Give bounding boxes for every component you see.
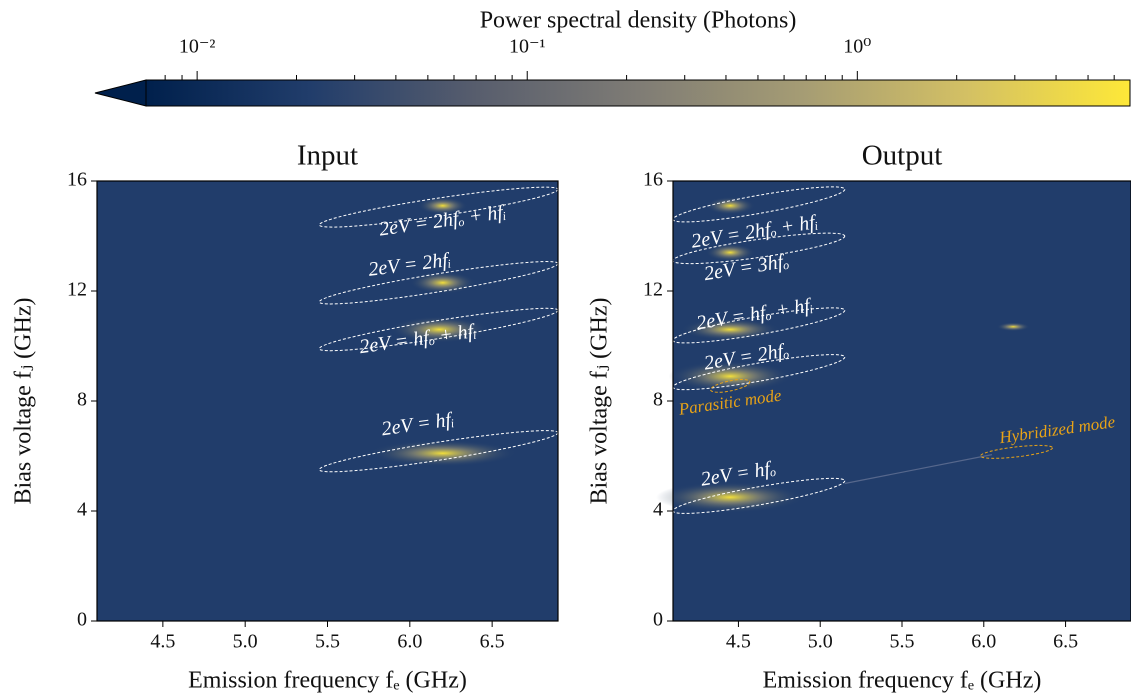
y-tick-label: 4 — [653, 499, 663, 521]
y-tick-label: 8 — [653, 389, 663, 411]
annotation-ellipse — [710, 378, 751, 393]
panel-title: Output — [862, 140, 943, 172]
hybrid-line — [844, 454, 993, 485]
x-tick-label: 6.0 — [971, 631, 996, 653]
x-tick-label: 6.5 — [480, 631, 505, 653]
hot-spot — [705, 243, 755, 262]
y-tick-label: 4 — [77, 499, 87, 521]
hot-spot — [409, 271, 476, 294]
x-tick-label: 5.0 — [808, 631, 833, 653]
hot-spot — [368, 440, 517, 467]
colorbar — [145, 79, 1131, 107]
y-axis-label: Bias voltage fⱼ (GHz) — [587, 298, 613, 505]
hot-spot — [390, 316, 489, 343]
x-tick-label: 5.0 — [233, 631, 258, 653]
y-tick-label: 12 — [643, 279, 663, 301]
x-tick-label: 4.5 — [150, 631, 175, 653]
y-tick-label: 16 — [67, 169, 87, 191]
x-tick-label: 6.0 — [397, 631, 422, 653]
y-tick-label: 0 — [77, 609, 87, 631]
colorbar-tick-label: 10⁻² — [179, 36, 216, 58]
x-tick-label: 5.5 — [890, 631, 915, 653]
heatmap — [97, 181, 558, 621]
hot-spot — [996, 322, 1030, 332]
colorbar-extend — [94, 79, 147, 107]
x-tick-label: 5.5 — [315, 631, 340, 653]
hot-spot — [668, 360, 792, 392]
panel-title: Input — [297, 140, 358, 172]
hot-spot — [705, 196, 755, 215]
hot-spot — [418, 196, 468, 215]
x-tick-label: 4.5 — [726, 631, 751, 653]
y-tick-label: 12 — [67, 279, 87, 301]
y-tick-label: 0 — [653, 609, 663, 631]
y-tick-label: 8 — [77, 389, 87, 411]
hot-spot — [680, 318, 780, 341]
colorbar-label: Power spectral density (Photons) — [480, 8, 797, 34]
y-tick-label: 16 — [643, 169, 663, 191]
x-tick-label: 6.5 — [1053, 631, 1078, 653]
hot-spot — [656, 481, 805, 513]
x-axis-label: Emission frequency fₑ (GHz) — [188, 668, 467, 694]
y-axis-label: Bias voltage fⱼ (GHz) — [11, 298, 37, 505]
annotation-ellipse — [980, 444, 1053, 459]
colorbar-tick-label: 10⁰ — [843, 36, 871, 58]
x-axis-label: Emission frequency fₑ (GHz) — [763, 668, 1042, 694]
colorbar-tick-label: 10⁻¹ — [509, 36, 546, 58]
